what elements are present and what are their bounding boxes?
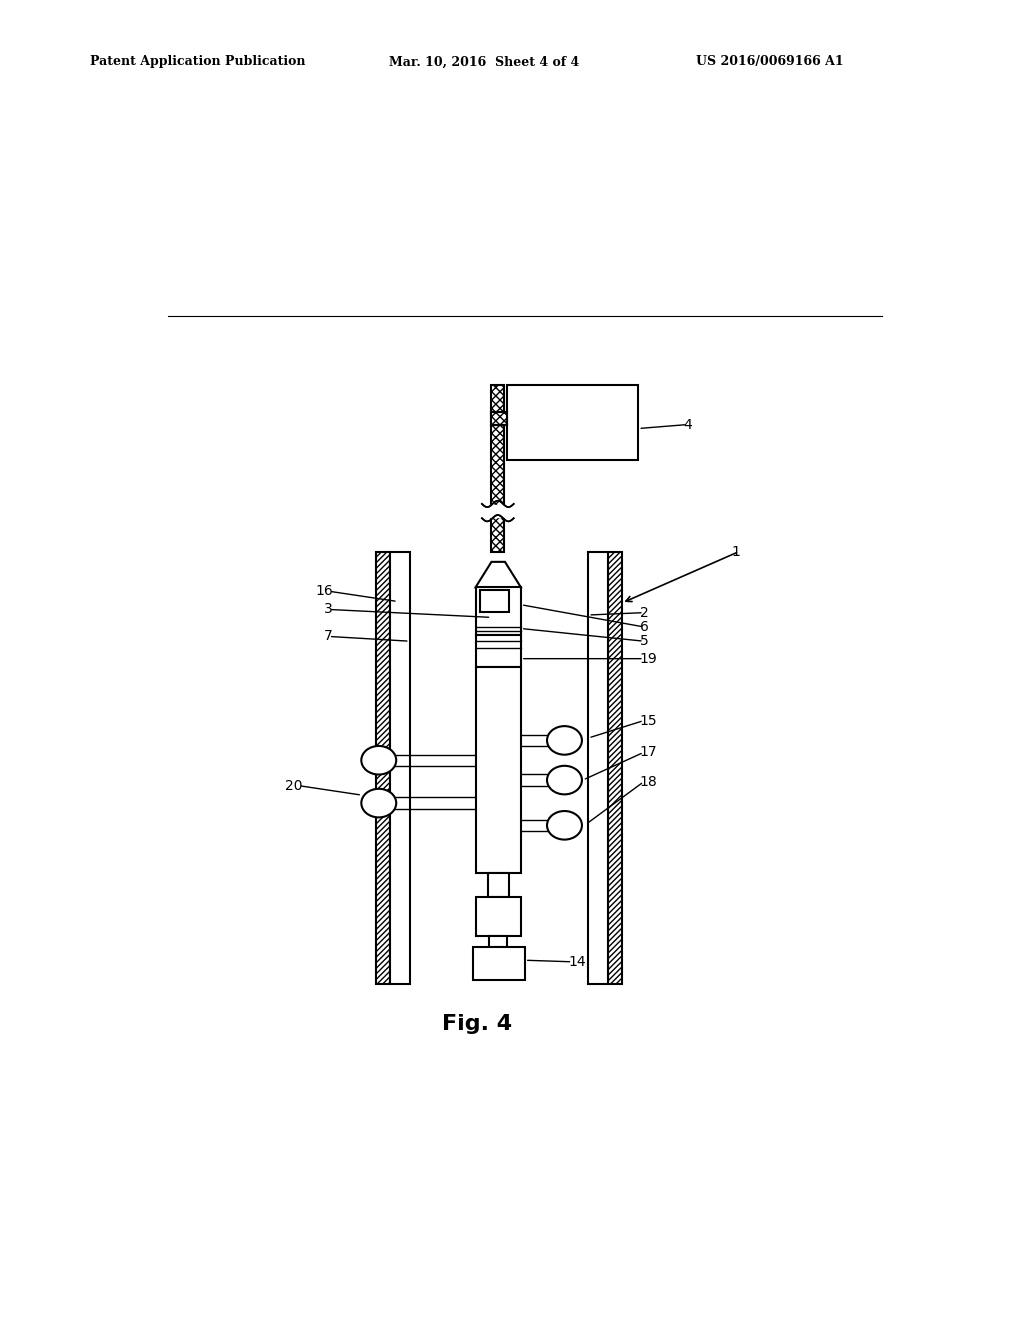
- Bar: [376, 552, 390, 983]
- Bar: [475, 896, 521, 936]
- Ellipse shape: [361, 746, 396, 775]
- Text: 5: 5: [640, 634, 648, 648]
- Bar: [492, 412, 507, 425]
- Bar: [492, 385, 504, 552]
- Text: 14: 14: [568, 954, 586, 969]
- Ellipse shape: [547, 810, 582, 840]
- Text: 7: 7: [324, 630, 333, 643]
- Bar: [487, 873, 509, 896]
- Text: 2: 2: [640, 606, 648, 619]
- Text: 18: 18: [640, 775, 657, 788]
- Bar: [608, 552, 622, 983]
- Polygon shape: [475, 562, 521, 587]
- Bar: [390, 552, 410, 983]
- Bar: [507, 385, 638, 461]
- Bar: [475, 667, 521, 873]
- Text: 4: 4: [684, 417, 692, 432]
- Text: 6: 6: [640, 620, 649, 634]
- Text: 15: 15: [640, 714, 657, 727]
- Text: 17: 17: [640, 746, 657, 759]
- Ellipse shape: [547, 726, 582, 755]
- Text: Mar. 10, 2016  Sheet 4 of 4: Mar. 10, 2016 Sheet 4 of 4: [389, 55, 580, 69]
- Text: Patent Application Publication: Patent Application Publication: [90, 55, 305, 69]
- Bar: [489, 936, 507, 946]
- Ellipse shape: [361, 789, 396, 817]
- Bar: [479, 590, 509, 612]
- Text: 16: 16: [315, 585, 333, 598]
- Text: 3: 3: [324, 602, 333, 616]
- Bar: [473, 946, 524, 979]
- Ellipse shape: [547, 766, 582, 795]
- Bar: [475, 587, 521, 635]
- Text: US 2016/0069166 A1: US 2016/0069166 A1: [696, 55, 844, 69]
- Text: 1: 1: [731, 545, 740, 558]
- Text: 20: 20: [285, 779, 303, 792]
- Bar: [475, 635, 521, 667]
- Bar: [588, 552, 608, 983]
- Text: Fig. 4: Fig. 4: [442, 1014, 512, 1034]
- Text: 19: 19: [640, 652, 657, 665]
